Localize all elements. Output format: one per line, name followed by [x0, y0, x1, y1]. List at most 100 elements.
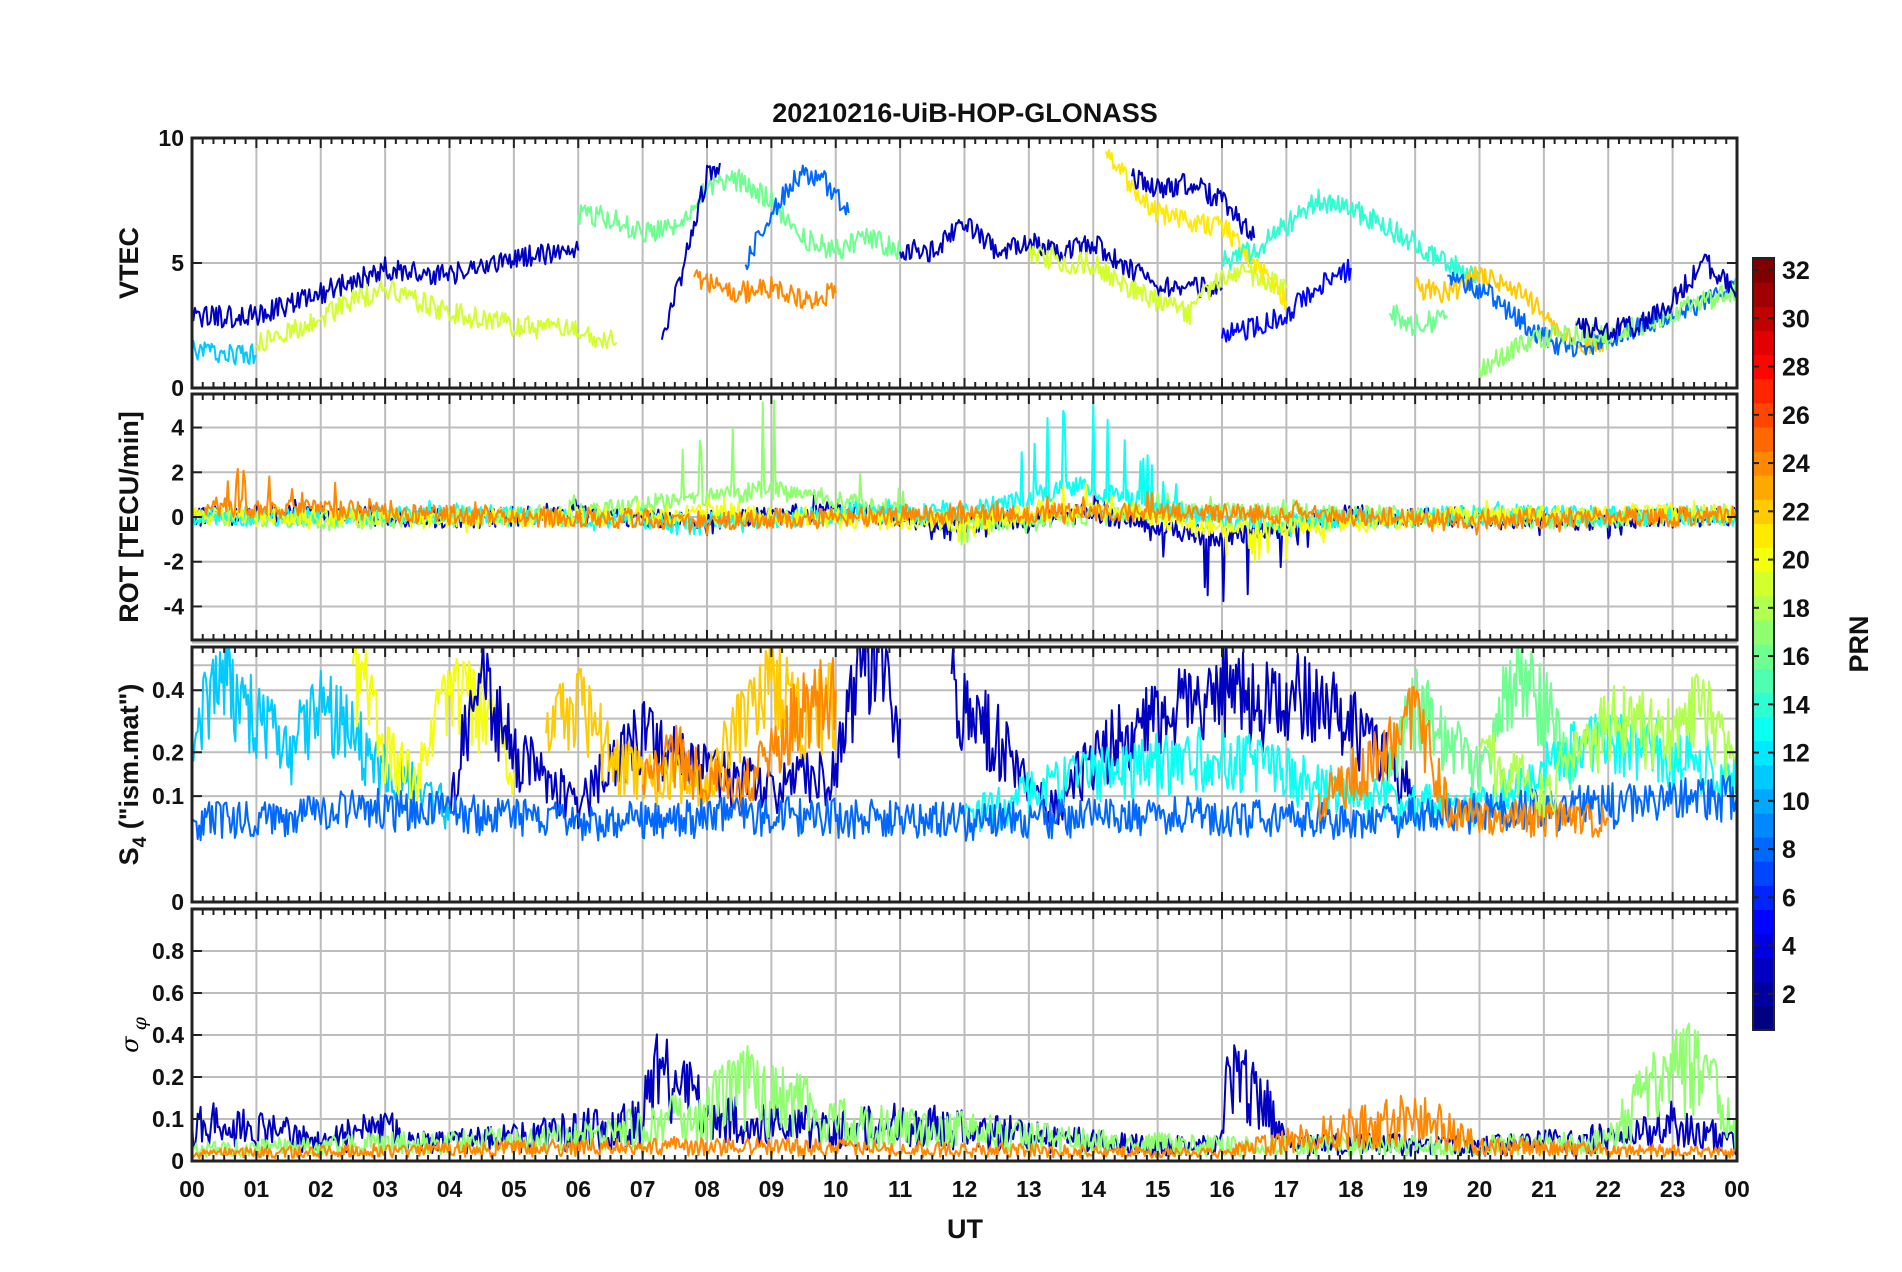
x-tick-label: 00: [1724, 1176, 1750, 1202]
colorbar-swatch: [1753, 981, 1774, 1007]
colorbar-swatch: [1753, 571, 1774, 597]
colorbar-swatch: [1753, 523, 1774, 549]
colorbar-tick-label: 12: [1782, 740, 1810, 768]
x-tick-label: 08: [694, 1176, 720, 1202]
colorbar-tick-label: 24: [1782, 450, 1810, 478]
y-tick-label: 0: [171, 375, 184, 401]
series-line-prn-11: [192, 339, 257, 366]
colorbar-swatch: [1753, 740, 1774, 766]
series-line-prn-24: [641, 657, 837, 818]
series-line-prn-14: [1221, 188, 1481, 284]
panel-2: -4 -2 0 2 4 ROT [TECU/min]: [114, 392, 1739, 642]
colorbar-swatch: [1753, 764, 1774, 790]
colorbar-tick-label: 30: [1782, 305, 1810, 333]
x-tick-label: 13: [1016, 1176, 1042, 1202]
x-tick-label: 12: [952, 1176, 978, 1202]
y-tick-label: 5: [171, 250, 184, 276]
colorbar-swatch: [1753, 619, 1774, 645]
x-tick-label: 03: [372, 1176, 398, 1202]
colorbar-swatch: [1753, 475, 1774, 500]
y-tick-label: 10: [158, 125, 184, 151]
series-line-prn-16: [1388, 304, 1449, 336]
series-line-prn-20: [351, 647, 515, 804]
colorbar-swatch: [1753, 354, 1774, 380]
series-line-prn-11: [192, 647, 451, 830]
colorbar-swatch: [1753, 547, 1774, 573]
minor-ticks: [191, 909, 1738, 1161]
x-tick-label: 18: [1338, 1176, 1364, 1202]
colorbar-swatch: [1753, 812, 1774, 838]
colorbar-swatch: [1753, 282, 1774, 307]
colorbar-swatch: [1753, 426, 1774, 452]
x-tick-label: 19: [1402, 1176, 1428, 1202]
colorbar-tick-label: 18: [1782, 595, 1810, 623]
x-tick-label: 20: [1467, 1176, 1493, 1202]
x-tick-label: 14: [1080, 1176, 1106, 1202]
series-line-prn-8: [192, 774, 1737, 842]
y-tick-label: 0: [171, 504, 184, 530]
y-tick-label: -4: [164, 593, 185, 619]
chart-title: 20210216-UiB-HOP-GLONASS: [772, 98, 1158, 128]
series-line-prn-3: [1130, 168, 1256, 241]
x-tick-label: 05: [501, 1176, 527, 1202]
colorbar-tick-label: 20: [1782, 547, 1810, 575]
x-axis-label: UT: [947, 1214, 983, 1244]
colorbar-swatch: [1753, 306, 1774, 331]
series-line-prn-3: [660, 162, 721, 340]
series-line-prn-22: [1414, 265, 1610, 355]
y-tick-label: 0.2: [152, 1064, 184, 1090]
colorbar-swatch: [1753, 402, 1774, 428]
y-ticks: 0 5 10: [158, 125, 1737, 401]
y-tick-label: 0.2: [152, 739, 184, 765]
y-tick-label: 0.1: [152, 783, 184, 809]
series-group: [192, 399, 1737, 603]
x-tick-label: 22: [1595, 1176, 1621, 1202]
colorbar-tick-label: 26: [1782, 402, 1810, 430]
minor-ticks: [191, 394, 1738, 640]
colorbar-swatch: [1753, 788, 1774, 814]
series-line-prn-24: [1317, 685, 1610, 838]
y-tick-label: 2: [171, 459, 184, 485]
series-line-prn-5: [1221, 258, 1352, 343]
y-tick-label: 0.6: [152, 980, 184, 1006]
panel-3: 0 0.1 0.2 0.4S4 ("ism.mat"): [114, 641, 1739, 915]
y-axis-label: ROT [TECU/min]: [114, 411, 144, 622]
x-tick-label: 04: [437, 1176, 463, 1202]
x-tick-label: 15: [1145, 1176, 1171, 1202]
colorbar-tick-label: 4: [1782, 933, 1796, 961]
series-line-prn-3: [192, 240, 580, 329]
minor-ticks: [191, 647, 1738, 902]
series-line-prn-24: [203, 467, 1737, 536]
y-ticks: 0 0.1 0.2 0.4: [152, 677, 1737, 915]
series-line-prn-16: [1382, 647, 1578, 805]
series-line-prn-19: [255, 279, 618, 352]
y-tick-label: -2: [164, 549, 184, 575]
y-tick-label: 0.4: [152, 677, 184, 703]
y-tick-label: 0: [171, 889, 184, 915]
colorbar-tick-label: 6: [1782, 884, 1796, 912]
minor-ticks: [191, 138, 1738, 388]
y-axis-label: σ φ: [116, 1016, 151, 1052]
colorbar-frame: [1752, 257, 1775, 1031]
colorbar-swatch: [1753, 330, 1774, 356]
colorbar-tick-label: 2: [1782, 981, 1796, 1009]
series-line-prn-8: [1447, 271, 1737, 358]
colorbar-swatch: [1753, 909, 1774, 935]
colorbar-swatch: [1753, 1005, 1774, 1031]
y-tick-label: 4: [171, 415, 184, 441]
colorbar-swatch: [1753, 378, 1774, 404]
colorbar-swatch: [1753, 957, 1774, 983]
colorbar-swatch: [1753, 258, 1774, 283]
x-tick-label: 01: [244, 1176, 270, 1202]
colorbar-label: PRN: [1844, 615, 1874, 672]
y-tick-label: 0.8: [152, 938, 184, 964]
series-line-prn-22: [545, 647, 837, 807]
x-tick-label: 21: [1531, 1176, 1557, 1202]
colorbar-swatch: [1753, 861, 1774, 886]
panel-4: 0 0.1 0.2 0.4 0.6 0.8 σ φ: [116, 907, 1739, 1174]
y-axis-label: VTEC: [114, 227, 144, 299]
x-tick-label: 06: [565, 1176, 591, 1202]
